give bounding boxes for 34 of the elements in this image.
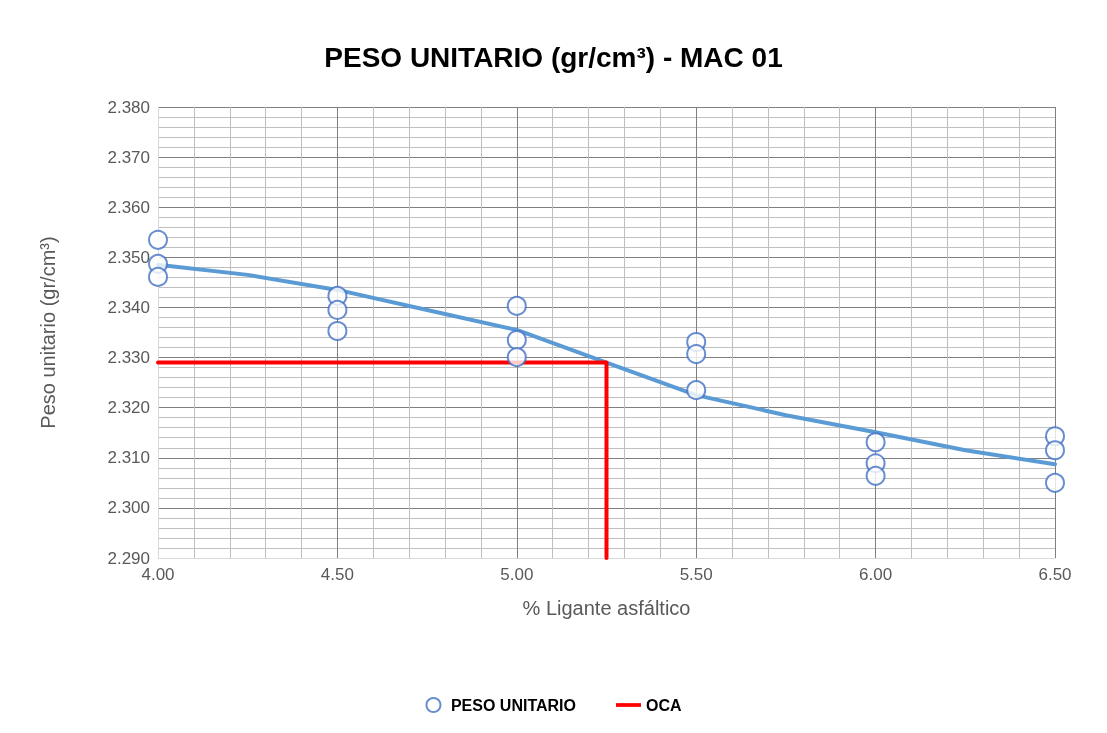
point	[506, 330, 527, 351]
y-tick-label: 2.360	[107, 197, 150, 217]
point	[506, 347, 527, 368]
y-tick-label: 2.350	[107, 247, 150, 267]
chart-title: PESO UNITARIO (gr/cm³) - MAC 01	[324, 41, 783, 73]
y-tick-label: 2.290	[107, 548, 150, 568]
y-tick-label: 2.310	[107, 448, 150, 468]
legend-label: OCA	[646, 696, 682, 714]
point	[686, 380, 707, 401]
point	[686, 344, 707, 365]
point	[865, 465, 886, 486]
y-tick-label: 2.380	[107, 97, 150, 117]
point	[506, 295, 527, 316]
y-tick-label: 2.300	[107, 498, 150, 518]
legend-label: PESO UNITARIO	[450, 696, 576, 714]
point	[1045, 440, 1065, 461]
x-tick-label: 5.50	[679, 565, 713, 584]
point	[1045, 472, 1065, 493]
y-tick-label: 2.370	[107, 147, 150, 167]
x-tick-label: 6.00	[859, 565, 893, 584]
y-tick-label: 2.320	[107, 398, 150, 418]
y-tick-label: 2.340	[107, 297, 150, 317]
x-tick-label: 6.50	[1038, 565, 1072, 584]
point	[327, 299, 348, 320]
x-tick-label: 4.50	[320, 565, 354, 584]
x-tick-label: 5.00	[500, 565, 534, 584]
x-axis-title: % Ligante asfáltico	[522, 597, 691, 619]
point	[148, 266, 168, 287]
y-axis-title: Peso unitario (gr/cm³)	[37, 236, 59, 429]
y-tick-label: 2.330	[107, 348, 150, 368]
point	[327, 321, 348, 341]
x-tick-label: 4.00	[141, 565, 175, 584]
point	[148, 229, 168, 250]
point	[865, 432, 886, 453]
